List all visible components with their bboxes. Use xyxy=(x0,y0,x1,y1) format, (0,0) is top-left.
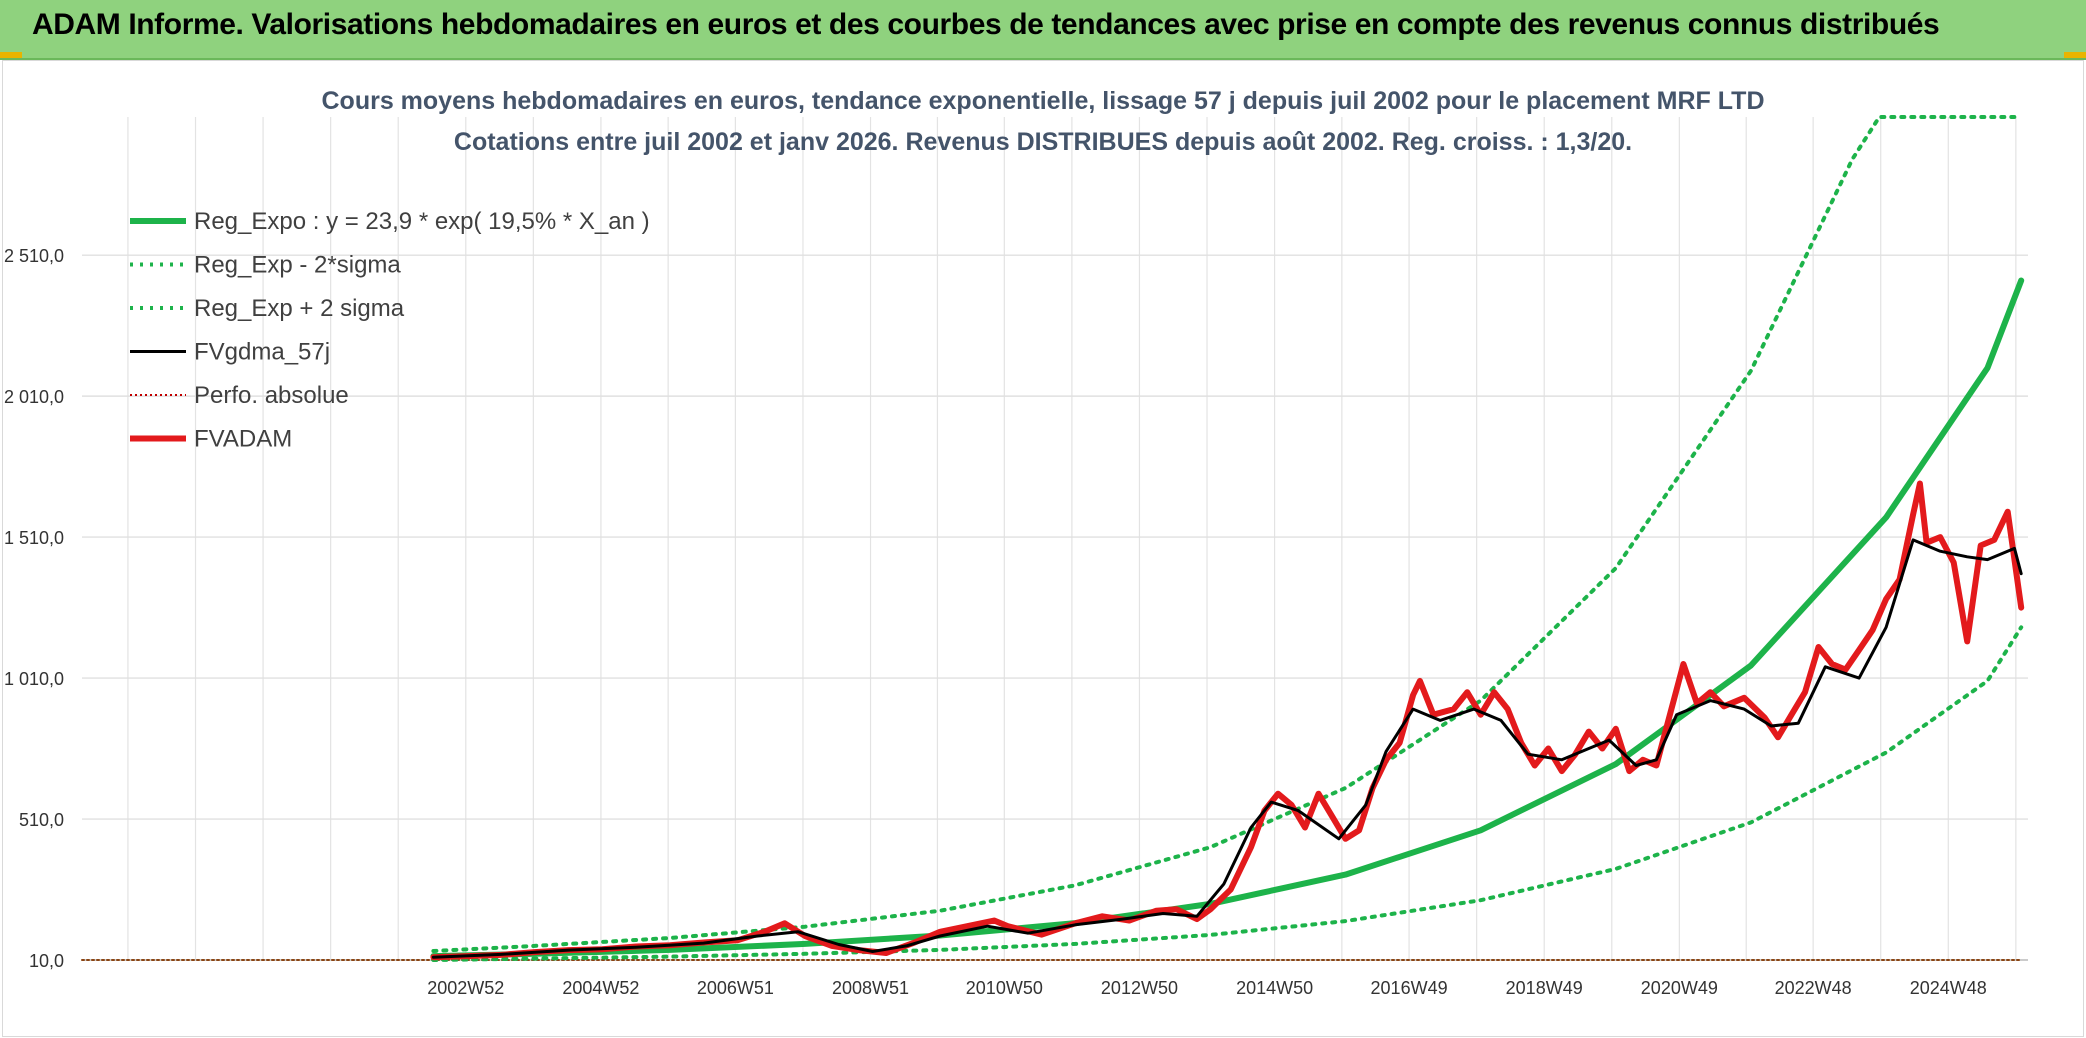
legend-label-reg_expo: Reg_Expo : y = 23,9 * exp( 19,5% * X_an … xyxy=(194,208,650,235)
x-tick-label: 2022W48 xyxy=(1775,978,1852,998)
report-title: ADAM Informe. Valorisations hebdomadaire… xyxy=(32,8,1940,41)
y-tick-label: 1 510,0 xyxy=(4,528,64,548)
report-banner: ADAM Informe. Valorisations hebdomadaire… xyxy=(0,0,2086,60)
corner-marker-right xyxy=(2064,52,2086,58)
x-tick-label: 2014W50 xyxy=(1236,978,1313,998)
y-tick-label: 510,0 xyxy=(19,810,64,830)
series-line-reg_plus xyxy=(431,115,2024,953)
x-tick-label: 2004W52 xyxy=(562,978,639,998)
y-tick-label: 1 010,0 xyxy=(4,669,64,689)
chart-grid xyxy=(82,117,2028,961)
series-line-reg_minus xyxy=(431,625,2024,962)
chart-area xyxy=(2,60,2084,1037)
x-tick-label: 2008W51 xyxy=(832,978,909,998)
x-tick-label: 2010W50 xyxy=(966,978,1043,998)
x-tick-label: 2016W49 xyxy=(1371,978,1448,998)
chart-legend: Reg_Expo : y = 23,9 * exp( 19,5% * X_an … xyxy=(130,208,650,453)
x-tick-label: 2002W52 xyxy=(427,978,504,998)
y-tick-label: 2 010,0 xyxy=(4,387,64,407)
legend-label-perfo: Perfo. absolue xyxy=(194,382,349,409)
legend-label-fvadam: FVADAM xyxy=(194,426,292,453)
x-tick-label: 2024W48 xyxy=(1910,978,1987,998)
chart-subtitle: Cotations entre juil 2002 et janv 2026. … xyxy=(454,128,1632,156)
x-tick-label: 2018W49 xyxy=(1506,978,1583,998)
y-tick-label: 2 510,0 xyxy=(4,246,64,266)
series-line-fvgdma xyxy=(431,538,2023,959)
x-tick-label: 2020W49 xyxy=(1641,978,1718,998)
x-axis: 2002W52 2004W52 2006W51 2008W51 2010W50 2012W… xyxy=(427,978,1987,998)
legend-label-reg_plus: Reg_Exp + 2 sigma xyxy=(194,295,405,322)
series-line-fvadam xyxy=(430,480,2025,961)
chart-title: Cours moyens hebdomadaires en euros, ten… xyxy=(322,87,1765,115)
corner-marker-left xyxy=(0,52,22,58)
legend-label-reg_minus: Reg_Exp - 2*sigma xyxy=(194,252,401,279)
y-tick-label: 10,0 xyxy=(29,951,64,971)
x-tick-label: 2012W50 xyxy=(1101,978,1178,998)
legend-label-fvgdma: FVgdma_57j xyxy=(194,339,330,366)
y-axis: 10,0 510,0 1 010,0 1 510,0 2 010,0 2 510,0 xyxy=(4,246,64,971)
x-tick-label: 2006W51 xyxy=(697,978,774,998)
series-line-reg_expo xyxy=(430,277,2025,960)
chart-series xyxy=(81,115,2025,962)
